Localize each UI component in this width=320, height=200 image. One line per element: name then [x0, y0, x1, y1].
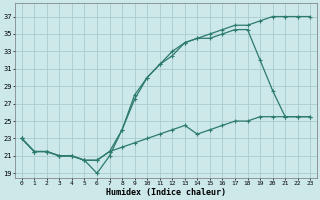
- X-axis label: Humidex (Indice chaleur): Humidex (Indice chaleur): [106, 188, 226, 197]
